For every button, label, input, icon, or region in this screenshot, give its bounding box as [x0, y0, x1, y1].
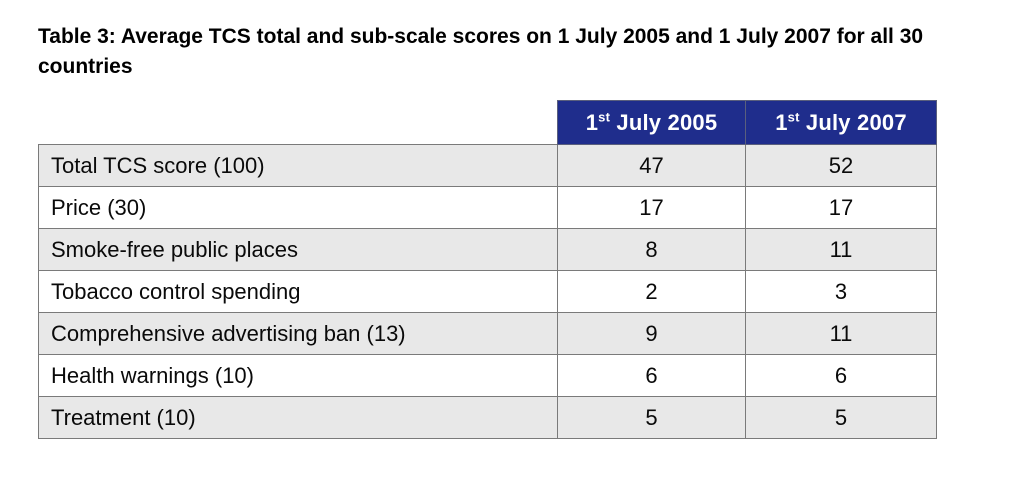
header-row: 1st July 2005 1st July 2007: [39, 100, 937, 145]
value-2005: 6: [557, 354, 746, 397]
value-2007: 11: [745, 228, 937, 271]
column-header-2005: 1st July 2005: [557, 100, 746, 145]
row-label: Treatment (10): [38, 396, 558, 439]
value-2005: 8: [557, 228, 746, 271]
value-2007: 52: [745, 144, 937, 187]
value-2005: 5: [557, 396, 746, 439]
value-2007: 11: [745, 312, 937, 355]
header-2007-rest: July 2007: [799, 109, 907, 135]
table-row: Price (30) 17 17: [38, 186, 937, 229]
table-row: Treatment (10) 5 5: [38, 396, 937, 439]
table-row: Health warnings (10) 6 6: [38, 354, 937, 397]
row-label: Price (30): [38, 186, 558, 229]
value-2005: 2: [557, 270, 746, 313]
table-caption-line1: Table 3: Average TCS total and sub-scale…: [38, 25, 924, 48]
value-2007: 3: [745, 270, 937, 313]
empty-corner-cell: [39, 101, 558, 145]
header-2005-rest: July 2005: [610, 109, 718, 135]
table-caption-line2: countries: [38, 55, 133, 78]
value-2005: 47: [557, 144, 746, 187]
value-2005: 17: [557, 186, 746, 229]
header-2007-number: 1: [775, 109, 788, 135]
value-2007: 6: [745, 354, 937, 397]
table-row: Total TCS score (100) 47 52: [38, 144, 937, 187]
row-label: Health warnings (10): [38, 354, 558, 397]
header-2007-ordinal: st: [787, 109, 800, 125]
table-row: Smoke-free public places 8 11: [38, 228, 937, 271]
tcs-scores-table: 1st July 2005 1st July 2007 Total TCS sc…: [38, 100, 937, 439]
header-2005-ordinal: st: [598, 109, 611, 125]
value-2005: 9: [557, 312, 746, 355]
header-2005-number: 1: [585, 109, 599, 135]
table-caption: Table 3: Average TCS total and sub-scale…: [38, 22, 998, 82]
value-2007: 17: [745, 186, 937, 229]
row-label: Smoke-free public places: [38, 228, 558, 271]
value-2007: 5: [745, 396, 937, 439]
row-label: Comprehensive advertising ban (13): [38, 312, 558, 355]
table-row: Comprehensive advertising ban (13) 9 11: [38, 312, 937, 355]
row-label: Tobacco control spending: [38, 270, 558, 313]
row-label: Total TCS score (100): [38, 144, 558, 187]
column-header-2007: 1st July 2007: [745, 100, 937, 145]
table-row: Tobacco control spending 2 3: [38, 270, 937, 313]
